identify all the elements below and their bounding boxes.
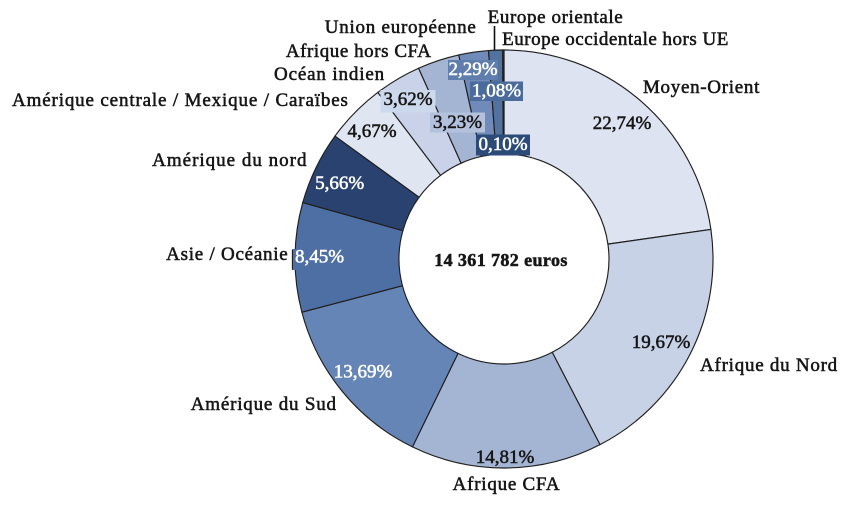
svg-text:Océan indien: Océan indien — [274, 64, 385, 85]
svg-text:Afrique CFA: Afrique CFA — [453, 474, 561, 495]
svg-text:19,67%: 19,67% — [632, 332, 691, 353]
svg-text:Asie / Océanie: Asie / Océanie — [166, 244, 288, 265]
svg-text:Amérique du Sud: Amérique du Sud — [191, 394, 337, 415]
svg-text:1,08%: 1,08% — [472, 81, 521, 102]
svg-text:3,62%: 3,62% — [383, 89, 432, 110]
svg-text:Amérique centrale / Mexique /: Amérique centrale / Mexique / Caraïbes — [12, 90, 349, 111]
svg-text:Afrique hors CFA: Afrique hors CFA — [286, 41, 432, 62]
svg-text:22,74%: 22,74% — [593, 113, 652, 134]
svg-text:8,45%: 8,45% — [295, 247, 344, 268]
svg-text:Afrique du Nord: Afrique du Nord — [700, 355, 838, 376]
svg-text:Europe occidentale hors UE: Europe occidentale hors UE — [502, 29, 729, 50]
svg-text:Europe orientale: Europe orientale — [488, 7, 624, 28]
svg-text:3,23%: 3,23% — [433, 112, 482, 133]
svg-text:5,66%: 5,66% — [315, 173, 364, 194]
svg-text:14,81%: 14,81% — [476, 447, 535, 468]
svg-text:14 361 782 euros: 14 361 782 euros — [434, 250, 568, 270]
svg-text:Amérique du nord: Amérique du nord — [152, 150, 307, 171]
svg-text:0,10%: 0,10% — [478, 134, 527, 155]
svg-text:Union européenne: Union européenne — [325, 17, 477, 38]
svg-text:2,29%: 2,29% — [448, 59, 497, 80]
svg-text:Moyen-Orient: Moyen-Orient — [643, 77, 760, 98]
svg-text:13,69%: 13,69% — [334, 362, 393, 383]
svg-text:4,67%: 4,67% — [347, 121, 396, 142]
